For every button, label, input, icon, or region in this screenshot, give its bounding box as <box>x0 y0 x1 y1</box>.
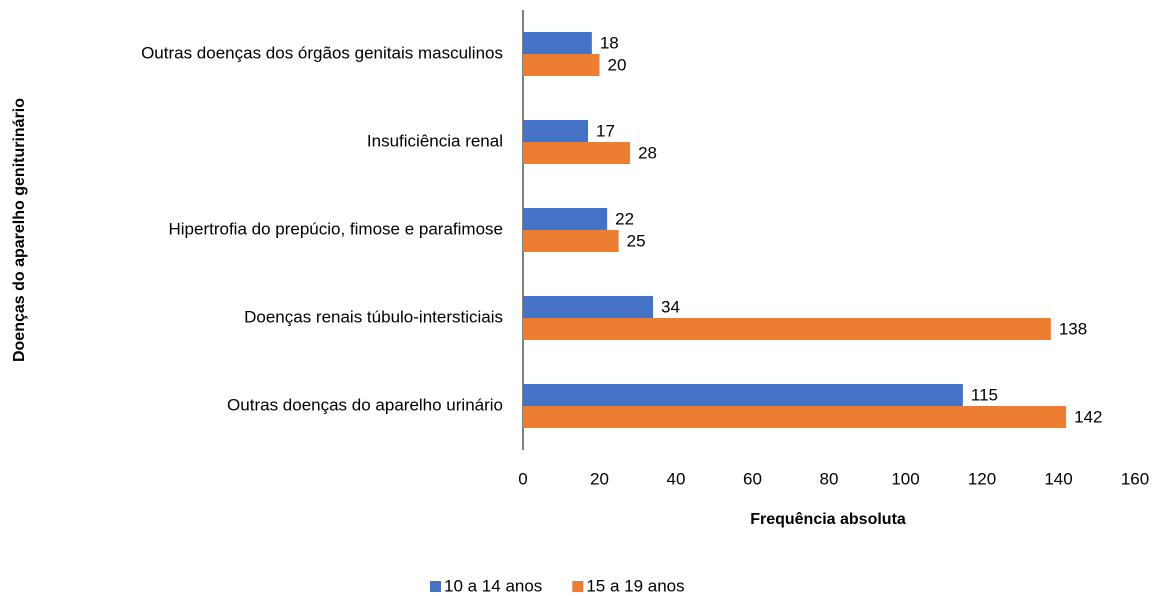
legend-label: 15 a 19 anos <box>586 576 684 595</box>
legend-swatch <box>430 581 441 592</box>
y-tick-label: Outras doenças dos órgãos genitais mascu… <box>141 43 503 62</box>
bar <box>523 384 963 406</box>
legend-label: 10 a 14 anos <box>444 576 542 595</box>
data-label: 17 <box>596 121 615 140</box>
bar <box>523 142 631 164</box>
x-tick-label: 60 <box>743 469 762 488</box>
y-tick-label: Outras doenças do aparelho urinário <box>227 395 503 414</box>
y-axis-title: Doenças do aparelho geniturinário <box>11 98 28 362</box>
x-axis-title: Frequência absoluta <box>750 511 906 528</box>
x-tick-label: 120 <box>968 469 996 488</box>
bar <box>523 230 619 252</box>
x-tick-label: 0 <box>518 469 527 488</box>
bar <box>523 120 589 142</box>
y-tick-label: Insuficiência renal <box>367 131 503 150</box>
legend-swatch <box>572 581 584 592</box>
x-tick-label: 100 <box>891 469 919 488</box>
x-tick-label: 160 <box>1121 469 1149 488</box>
data-label: 22 <box>615 209 634 228</box>
x-tick-label: 40 <box>667 469 686 488</box>
data-label: 138 <box>1059 319 1087 338</box>
data-label: 25 <box>627 231 646 250</box>
x-tick-label: 140 <box>1044 469 1072 488</box>
bar <box>523 296 654 318</box>
data-label: 28 <box>638 143 657 162</box>
x-tick-label: 20 <box>590 469 609 488</box>
data-label: 34 <box>661 297 680 316</box>
x-tick-label: 80 <box>820 469 839 488</box>
data-label: 115 <box>971 385 998 404</box>
bar <box>523 54 600 76</box>
y-tick-label: Doenças renais túbulo-intersticiais <box>244 307 503 326</box>
y-tick-label: Hipertrofia do prepúcio, fimose e parafi… <box>169 219 504 238</box>
bar <box>523 208 608 230</box>
data-label: 20 <box>608 55 627 74</box>
bar <box>523 32 592 54</box>
bar <box>523 318 1051 340</box>
data-label: 142 <box>1074 407 1102 426</box>
bar <box>523 406 1067 428</box>
data-label: 18 <box>600 33 619 52</box>
